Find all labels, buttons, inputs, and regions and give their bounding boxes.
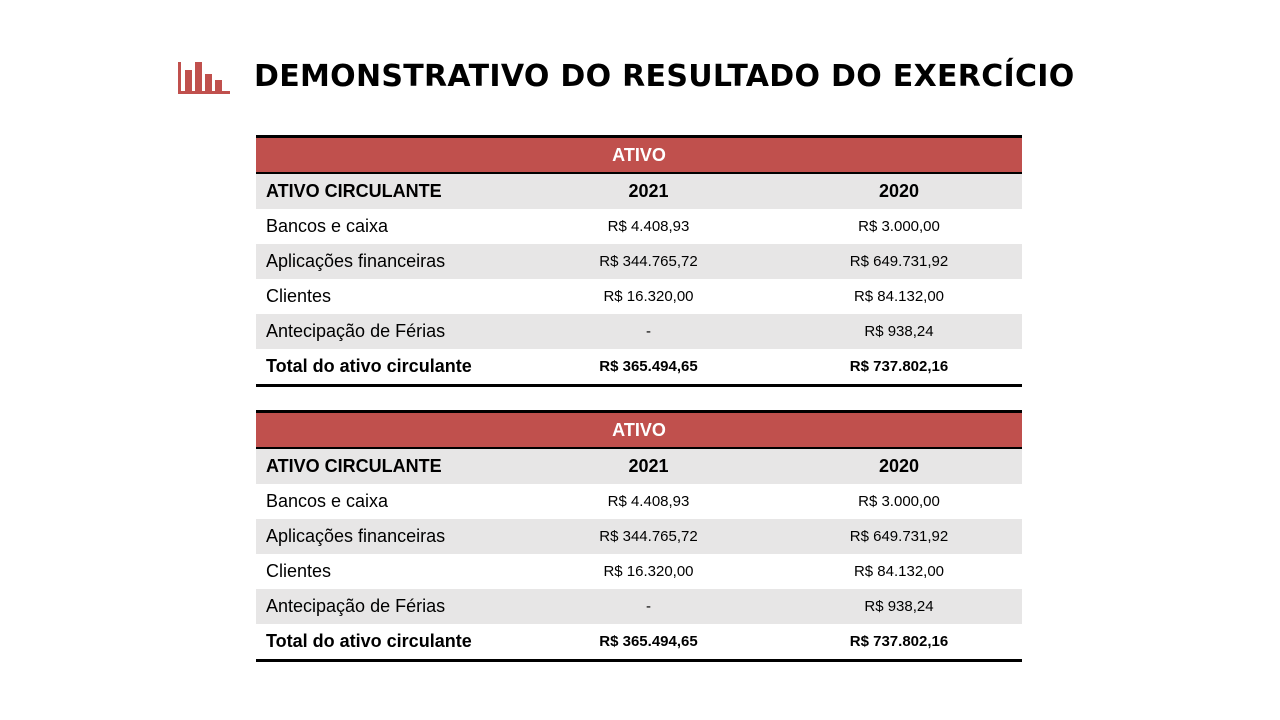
table-row: Antecipação de Férias - R$ 938,24 xyxy=(256,589,1022,624)
header-year-2020: 2020 xyxy=(776,448,1022,484)
row-value-2020: R$ 938,24 xyxy=(776,314,1022,349)
table-row: Clientes R$ 16.320,00 R$ 84.132,00 xyxy=(256,279,1022,314)
title-row: DEMONSTRATIVO DO RESULTADO DO EXERCÍCIO xyxy=(176,58,1075,94)
row-label: Bancos e caixa xyxy=(266,216,389,236)
table-row: Bancos e caixa R$ 4.408,93 R$ 3.000,00 xyxy=(256,209,1022,244)
row-value-2021: - xyxy=(521,589,776,624)
row-value-2020: R$ 649.731,92 xyxy=(776,244,1022,279)
header-label: ATIVO CIRCULANTE xyxy=(256,173,521,209)
header-year-2021: 2021 xyxy=(521,448,776,484)
row-label: Clientes xyxy=(266,561,332,581)
row-label: Bancos e caixa xyxy=(266,491,389,511)
total-value-2020: R$ 737.802,16 xyxy=(849,633,949,650)
total-row: Total do ativo circulante R$ 365.494,65 … xyxy=(256,349,1022,386)
row-label: Antecipação de Férias xyxy=(256,589,521,624)
assets-table: ATIVO ATIVO CIRCULANTE 2021 2020 Bancos … xyxy=(256,410,1022,662)
table-banner: ATIVO xyxy=(256,136,1022,174)
row-value-2020: R$ 938,24 xyxy=(776,589,1022,624)
table-banner-row: ATIVO xyxy=(256,411,1022,449)
total-value-2020: R$ 737.802,16 xyxy=(849,358,949,375)
row-value-2020: R$ 84.132,00 xyxy=(853,563,945,580)
row-value-2021: R$ 16.320,00 xyxy=(603,563,694,580)
page-title: DEMONSTRATIVO DO RESULTADO DO EXERCÍCIO xyxy=(254,58,1075,94)
header-year-2021: 2021 xyxy=(521,173,776,209)
assets-table: ATIVO ATIVO CIRCULANTE 2021 2020 Bancos … xyxy=(256,135,1022,387)
table-header-row: ATIVO CIRCULANTE 2021 2020 xyxy=(256,173,1022,209)
row-value-2021: R$ 4.408,93 xyxy=(607,218,690,235)
total-value-2021: R$ 365.494,65 xyxy=(599,358,698,375)
row-value-2020: R$ 3.000,00 xyxy=(858,493,940,510)
header-year-2020: 2020 xyxy=(776,173,1022,209)
table-row: Aplicações financeiras R$ 344.765,72 R$ … xyxy=(256,244,1022,279)
row-label: Aplicações financeiras xyxy=(256,244,521,279)
total-label: Total do ativo circulante xyxy=(266,631,472,651)
table-header-row: ATIVO CIRCULANTE 2021 2020 xyxy=(256,448,1022,484)
table-banner: ATIVO xyxy=(256,411,1022,449)
row-value-2020: R$ 649.731,92 xyxy=(776,519,1022,554)
total-row: Total do ativo circulante R$ 365.494,65 … xyxy=(256,624,1022,661)
row-label: Antecipação de Férias xyxy=(256,314,521,349)
header-label: ATIVO CIRCULANTE xyxy=(256,448,521,484)
row-value-2021: - xyxy=(521,314,776,349)
row-label: Clientes xyxy=(266,286,332,306)
row-value-2020: R$ 3.000,00 xyxy=(858,218,940,235)
table-banner-row: ATIVO xyxy=(256,136,1022,174)
total-value-2021: R$ 365.494,65 xyxy=(599,633,698,650)
table-row: Aplicações financeiras R$ 344.765,72 R$ … xyxy=(256,519,1022,554)
total-label: Total do ativo circulante xyxy=(266,356,472,376)
row-value-2021: R$ 344.765,72 xyxy=(521,519,776,554)
table-row: Antecipação de Férias - R$ 938,24 xyxy=(256,314,1022,349)
row-value-2020: R$ 84.132,00 xyxy=(853,288,945,305)
row-label: Aplicações financeiras xyxy=(256,519,521,554)
table-row: Bancos e caixa R$ 4.408,93 R$ 3.000,00 xyxy=(256,484,1022,519)
table-row: Clientes R$ 16.320,00 R$ 84.132,00 xyxy=(256,554,1022,589)
bar-chart-icon xyxy=(178,62,230,94)
row-value-2021: R$ 4.408,93 xyxy=(607,493,690,510)
row-value-2021: R$ 344.765,72 xyxy=(521,244,776,279)
row-value-2021: R$ 16.320,00 xyxy=(603,288,694,305)
